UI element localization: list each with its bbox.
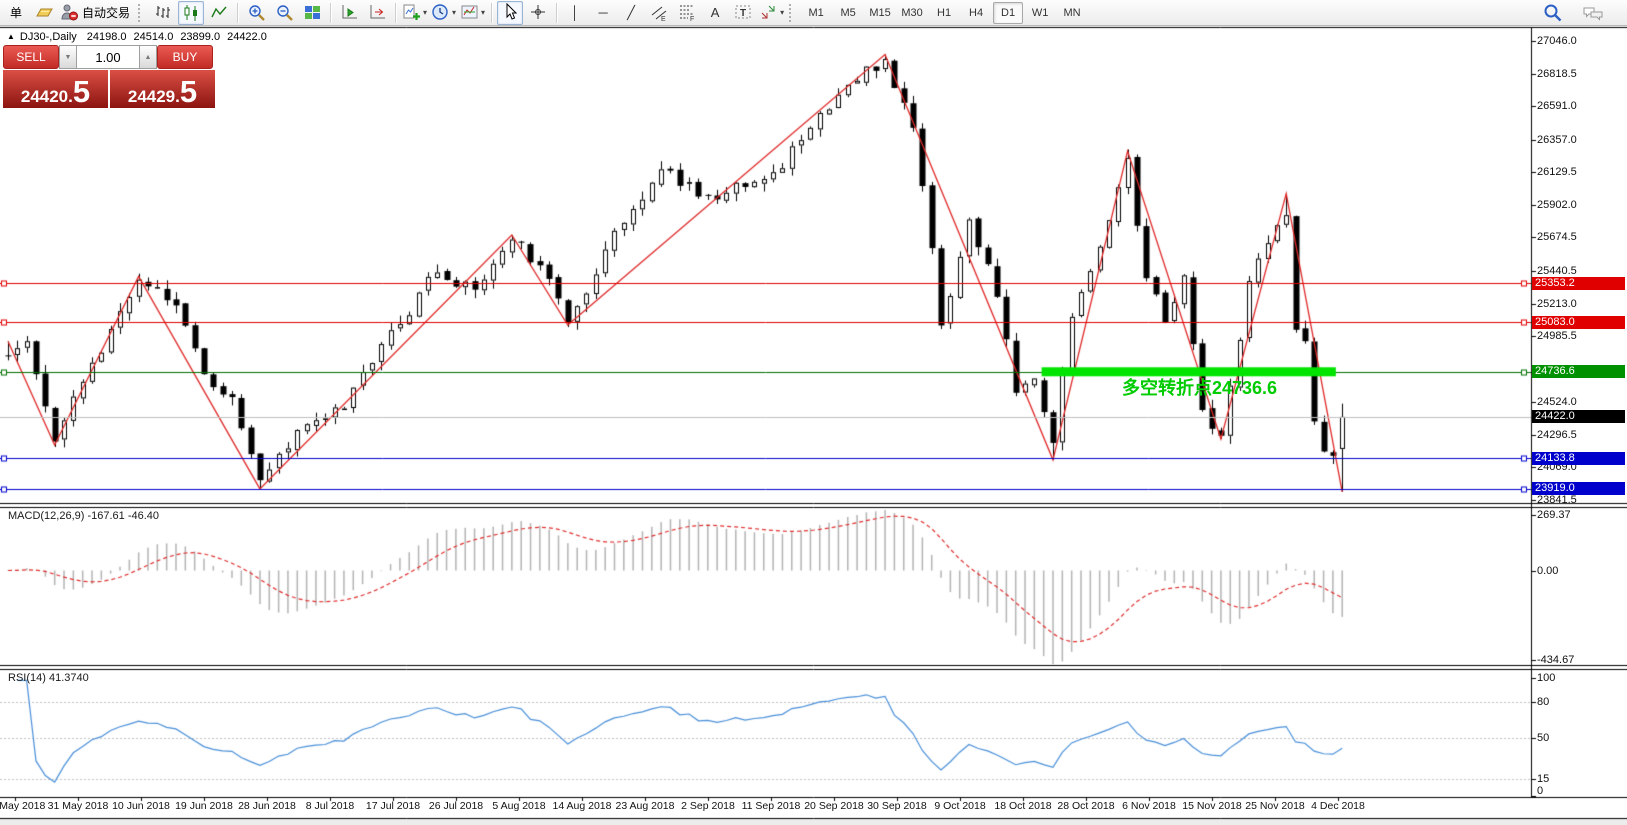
text-label-button[interactable]: T: [730, 1, 756, 25]
volume-decrease-button[interactable]: ▼: [59, 45, 77, 69]
timeframe-m15-button[interactable]: M15: [869, 6, 891, 19]
equidistant-channel-button[interactable]: E: [646, 1, 672, 25]
tile-windows-button[interactable]: [299, 1, 325, 25]
cursor-button[interactable]: [497, 0, 524, 25]
new-chart-button[interactable]: ▾: [401, 1, 428, 25]
svg-text:T: T: [740, 8, 746, 19]
toolbar-separator: [395, 2, 397, 23]
periods-button-dropdown[interactable]: ▾: [452, 8, 457, 17]
toolbar-separator: [556, 2, 558, 23]
search-icon[interactable]: [1540, 1, 1566, 25]
fibonacci-button[interactable]: F: [674, 1, 700, 25]
auto-trading-button[interactable]: 自动交易: [59, 1, 134, 25]
rsi-indicator-label: RSI(14) 41.3740: [8, 672, 89, 684]
toolbar-separator: [491, 2, 493, 23]
buy-button[interactable]: BUY: [157, 45, 213, 69]
toolbar: 单 自动交易 ▾ ▾ ▾ │ ─ ╱ E F A T ▾ M1 M5 M15 M30 H1 H4 D1 W1 MN: [0, 0, 1627, 26]
macd-indicator-label: MACD(12,26,9) -167.61 -46.40: [8, 510, 160, 522]
timeframe-d1-button[interactable]: D1: [993, 1, 1024, 24]
arrows-button-dropdown[interactable]: ▾: [780, 8, 785, 17]
timeframe-m1-button[interactable]: M1: [808, 6, 824, 19]
new-order-button[interactable]: 单: [9, 6, 22, 20]
toolbar-right: [1533, 0, 1613, 26]
periods-button[interactable]: ▾: [430, 1, 457, 25]
timeframe-h4-button[interactable]: H4: [969, 6, 984, 19]
horizontal-line-button[interactable]: ─: [598, 5, 608, 20]
volume-increase-button[interactable]: ▲: [139, 45, 157, 69]
candlestick-chart-button[interactable]: [178, 0, 205, 25]
auto-scroll-button[interactable]: [336, 1, 362, 25]
timeframe-m30-button[interactable]: M30: [901, 6, 923, 19]
zoom-out-button[interactable]: [271, 1, 297, 25]
one-click-trading-panel: SELL ▼ ▲ BUY 24420.5 24429.5: [3, 45, 215, 108]
timeframe-m5-button[interactable]: M5: [840, 6, 856, 19]
one-click-collapse-arrow[interactable]: ▲: [7, 32, 15, 41]
chart-shift-button[interactable]: [364, 1, 390, 25]
ohlc-open: 24198.0: [86, 31, 127, 43]
crosshair-button[interactable]: [525, 1, 551, 25]
zoom-in-button[interactable]: [243, 1, 269, 25]
text-button[interactable]: A: [710, 5, 720, 20]
ohlc-high: 24514.0: [133, 31, 174, 43]
chat-icon[interactable]: [1580, 1, 1606, 25]
chart-header: ▲ DJ30-,Daily 24198.0 24514.0 23899.0 24422.0: [7, 31, 274, 43]
toolbar-separator: [330, 2, 332, 23]
toolbar-grip: [138, 3, 144, 22]
templates-button[interactable]: ▾: [459, 1, 486, 25]
svg-text:E: E: [661, 16, 666, 22]
templates-button-dropdown[interactable]: ▾: [481, 8, 486, 17]
timeframe-mn-button[interactable]: MN: [1063, 6, 1081, 19]
chart-title: DJ30-,Daily: [19, 31, 77, 43]
pivot-annotation[interactable]: 多空转折点24736.6: [1122, 378, 1278, 398]
sell-button[interactable]: SELL: [3, 45, 59, 69]
timeframe-w1-button[interactable]: W1: [1031, 6, 1049, 19]
bar-chart-button[interactable]: [150, 1, 176, 25]
gold-icon[interactable]: [31, 1, 57, 25]
toolbar-separator: [237, 2, 239, 23]
line-chart-button[interactable]: [206, 1, 232, 25]
buy-price[interactable]: 24429. 5: [110, 70, 215, 108]
volume-input[interactable]: [77, 45, 139, 69]
timeframe-h1-button[interactable]: H1: [937, 6, 952, 19]
svg-text:F: F: [690, 16, 694, 22]
ohlc-low: 23899.0: [180, 31, 221, 43]
vertical-line-button[interactable]: │: [571, 5, 580, 20]
trendline-button[interactable]: ╱: [627, 4, 635, 20]
arrows-button[interactable]: ▾: [758, 1, 785, 25]
toolbar-grip: [789, 3, 795, 22]
sell-price[interactable]: 24420. 5: [3, 70, 108, 108]
ohlc-close: 24422.0: [227, 31, 267, 43]
new-chart-button-dropdown[interactable]: ▾: [423, 8, 428, 17]
